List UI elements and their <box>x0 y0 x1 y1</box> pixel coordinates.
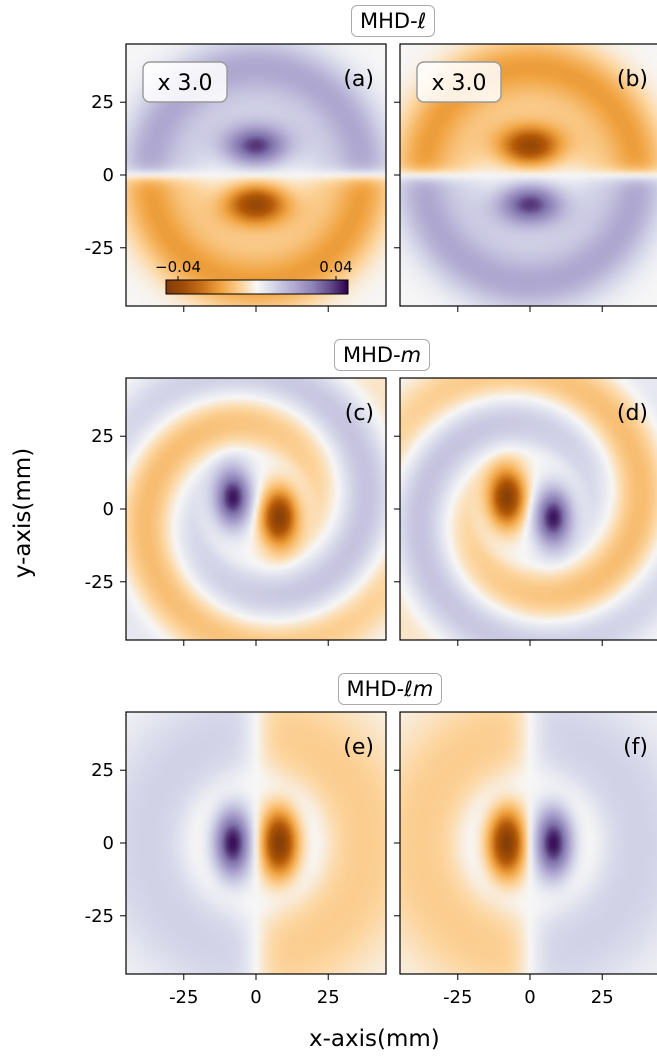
colorbar <box>165 279 349 295</box>
heatmap-image-f <box>400 712 657 974</box>
y-tick-label: 25 <box>91 92 114 113</box>
panel-label: (b) <box>617 67 648 92</box>
row-title-prefix: MHD- <box>346 677 405 701</box>
panel-label: (d) <box>617 401 648 426</box>
x-axis-label: x-axis(mm) <box>309 1026 440 1052</box>
scale-label: x 3.0 <box>432 71 487 96</box>
x-tick-label: -25 <box>169 987 198 1008</box>
y-tick-label: 25 <box>91 426 114 447</box>
scale-box <box>416 61 502 103</box>
row-title-prefix: MHD- <box>343 343 401 367</box>
y-axis-label: y-axis(mm) <box>10 447 36 579</box>
x-tick-label: 0 <box>524 987 535 1008</box>
x-tick-label: -25 <box>443 987 472 1008</box>
row-title-symbol: ℓ <box>417 9 427 33</box>
scale-box <box>142 61 228 103</box>
panel-label: (a) <box>343 67 374 92</box>
heatmap-image-c <box>126 378 386 640</box>
y-tick-label: 25 <box>91 760 114 781</box>
row-title-prefix: MHD- <box>360 9 418 33</box>
y-tick-label: 0 <box>103 165 114 186</box>
row-title-symbol: m <box>400 343 422 367</box>
x-tick-label: 25 <box>591 987 614 1008</box>
row-title-symbol: ℓm <box>404 677 434 701</box>
scale-label: x 3.0 <box>158 71 213 96</box>
x-tick-label: 25 <box>317 987 340 1008</box>
panel-label: (c) <box>345 401 374 426</box>
y-tick-label: -25 <box>85 906 114 927</box>
y-tick-label: -25 <box>85 238 114 259</box>
y-tick-label: 0 <box>103 833 114 854</box>
panel-label: (f) <box>623 735 648 760</box>
row-title: MHD-m <box>334 339 431 371</box>
y-tick-label: 0 <box>103 499 114 520</box>
heatmap-image-d <box>400 378 657 640</box>
x-tick-label: 0 <box>250 987 261 1008</box>
y-tick-label: -25 <box>85 572 114 593</box>
row-title: MHD-ℓ <box>351 5 436 37</box>
heatmap-image-e <box>126 712 386 974</box>
colorbar-tick-label: −0.04 <box>155 258 201 276</box>
panel-label: (e) <box>343 735 374 760</box>
row-title: MHD-ℓm <box>337 673 443 705</box>
colorbar-tick-label: 0.04 <box>319 258 352 276</box>
